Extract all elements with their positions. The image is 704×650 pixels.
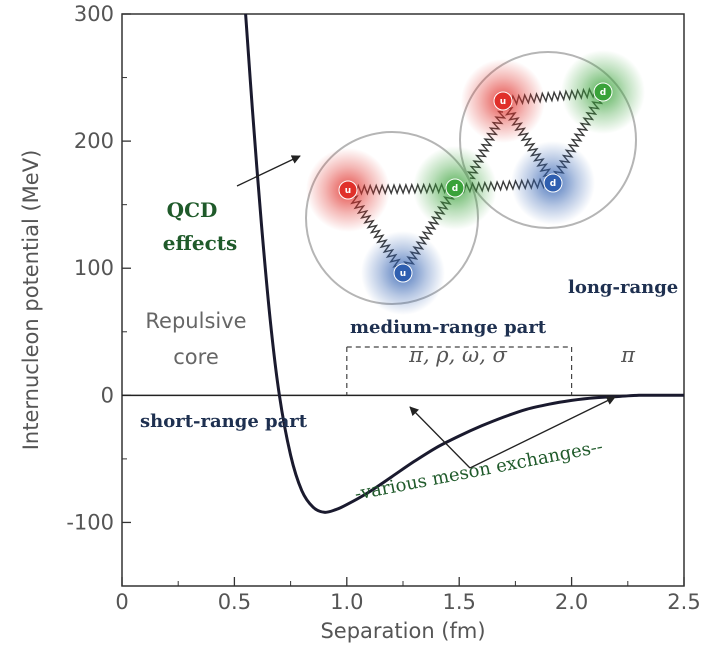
x-tick-label: 2.5	[667, 590, 700, 614]
quark-flavor-label: d	[600, 88, 606, 98]
y-tick-label: 100	[74, 256, 114, 280]
y-axis-title: Internucleon potential (MeV)	[19, 150, 43, 451]
quark-flavor-label: u	[400, 269, 406, 279]
quarks: u d u u d d	[306, 50, 645, 315]
x-axis-title: Separation (fm)	[320, 619, 485, 643]
medium-range-label: medium-range part	[350, 317, 547, 338]
meson-exchange-label: -various meson exchanges--	[353, 436, 605, 505]
axis-tick-labels: 0 0.5 1.0 1.5 2.0 2.5 300 200 100 0 -100	[66, 2, 700, 614]
quark	[593, 82, 613, 102]
y-tick-label: -100	[66, 510, 114, 534]
quark	[393, 263, 413, 283]
region-dividers	[346, 346, 573, 396]
medium-range-mesons-label: π, ρ, ω, σ	[408, 343, 507, 367]
quark	[493, 91, 513, 111]
quark-flavor-label: d	[550, 179, 556, 189]
quark-flavor-label: u	[500, 97, 506, 107]
quark-flavor-label: u	[345, 186, 351, 196]
short-range-label: short-range part	[140, 411, 308, 432]
qcd-label: QCD	[167, 198, 218, 222]
qcd-arrow	[236, 155, 301, 187]
effects-label: effects	[163, 231, 238, 255]
x-tick-label: 0	[115, 590, 128, 614]
quark	[338, 180, 358, 200]
quark-flavor-label: d	[452, 184, 458, 194]
x-tick-label: 1.5	[442, 590, 475, 614]
meson-arrow-left	[409, 406, 471, 469]
y-tick-label: 300	[74, 2, 114, 26]
core-label: core	[173, 345, 219, 369]
x-tick-label: 2.0	[555, 590, 588, 614]
y-tick-label: 0	[101, 383, 114, 407]
quark	[543, 173, 563, 193]
long-range-pion-label: π	[620, 343, 636, 367]
repulsive-label: Repulsive	[145, 309, 246, 333]
x-tick-label: 1.0	[330, 590, 363, 614]
meson-arrow-right	[469, 396, 616, 469]
y-tick-label: 200	[74, 129, 114, 153]
nucleon-right	[459, 51, 637, 229]
long-range-label: long-range	[568, 277, 678, 298]
x-tick-label: 0.5	[218, 590, 251, 614]
potential-curve	[244, 13, 684, 514]
quark	[445, 178, 465, 198]
nucleon-illustration: u d u u d d	[305, 50, 645, 315]
